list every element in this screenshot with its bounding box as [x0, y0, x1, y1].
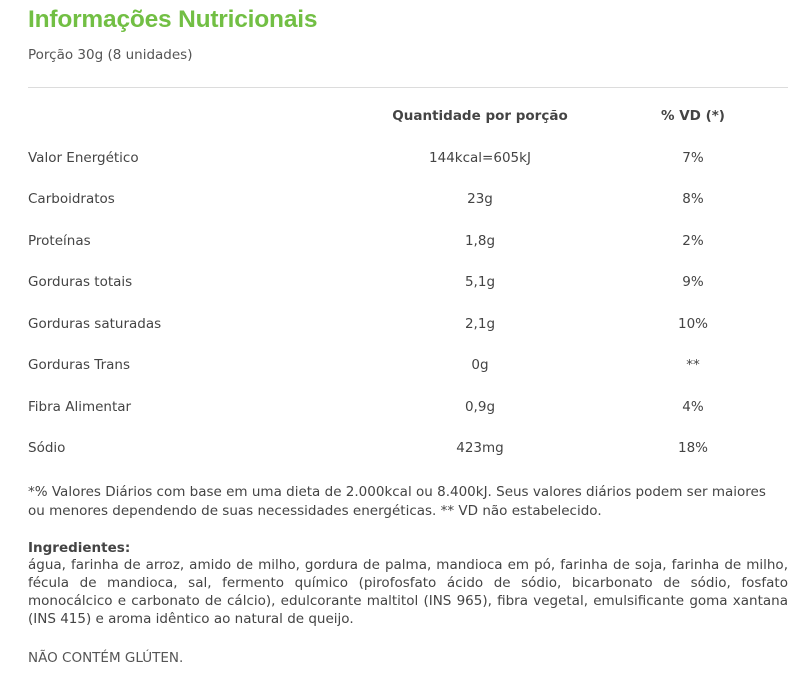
nutrient-quantity: 5,1g: [464, 274, 496, 290]
nutrient-daily-value: 9%: [682, 274, 704, 290]
table-row: Gorduras saturadas 2,1g 10%: [28, 316, 788, 336]
nutrient-daily-value: 18%: [677, 440, 708, 456]
gluten-notice: NÃO CONTÉM GLÚTEN.: [28, 650, 184, 666]
nutrient-name: Carboidratos: [28, 191, 115, 207]
nutrient-name: Valor Energético: [28, 150, 139, 166]
daily-value-footnote: *% Valores Diários com base em uma dieta…: [28, 484, 766, 519]
nutrient-name: Gorduras Trans: [28, 357, 130, 373]
nutrient-quantity: 2,1g: [464, 316, 496, 332]
ingredients-title: Ingredientes:: [28, 540, 131, 556]
table-row: Proteínas 1,8g 2%: [28, 233, 788, 253]
nutrient-quantity: 23g: [467, 191, 493, 207]
nutrient-name: Fibra Alimentar: [28, 399, 132, 415]
column-header-quantity: Quantidade por porção: [392, 108, 568, 124]
nutrient-daily-value: **: [686, 357, 700, 373]
nutrient-daily-value: 8%: [682, 191, 704, 207]
nutrient-quantity: 144kcal=605kJ: [429, 150, 531, 166]
nutrient-daily-value: 4%: [682, 399, 704, 415]
nutrient-name: Gorduras totais: [28, 274, 133, 290]
divider: [28, 87, 788, 88]
table-row: Gorduras totais 5,1g 9%: [28, 274, 788, 294]
table-row: Fibra Alimentar 0,9g 4%: [28, 399, 788, 419]
page-title: Informações Nutricionais: [28, 6, 318, 33]
table-row: Carboidratos 23g 8%: [28, 191, 788, 211]
nutrient-name: Gorduras saturadas: [28, 316, 162, 332]
nutrient-quantity: 1,8g: [464, 233, 496, 249]
table-row: Sódio 423mg 18%: [28, 440, 788, 460]
table-row: Valor Energético 144kcal=605kJ 7%: [28, 150, 788, 170]
ingredients-list: água, farinha de arroz, amido de milho, …: [28, 557, 788, 627]
nutrient-quantity: 423mg: [456, 440, 504, 456]
nutrient-quantity: 0g: [471, 357, 489, 373]
nutrient-name: Proteínas: [28, 233, 91, 249]
portion-size: Porção 30g (8 unidades): [28, 47, 193, 63]
column-header-daily-value: % VD (*): [661, 108, 725, 124]
nutrient-name: Sódio: [28, 440, 66, 456]
nutrient-quantity: 0,9g: [464, 399, 496, 415]
table-row: Gorduras Trans 0g **: [28, 357, 788, 377]
nutrient-daily-value: 10%: [677, 316, 708, 332]
nutrient-daily-value: 7%: [682, 150, 704, 166]
nutrient-daily-value: 2%: [682, 233, 704, 249]
